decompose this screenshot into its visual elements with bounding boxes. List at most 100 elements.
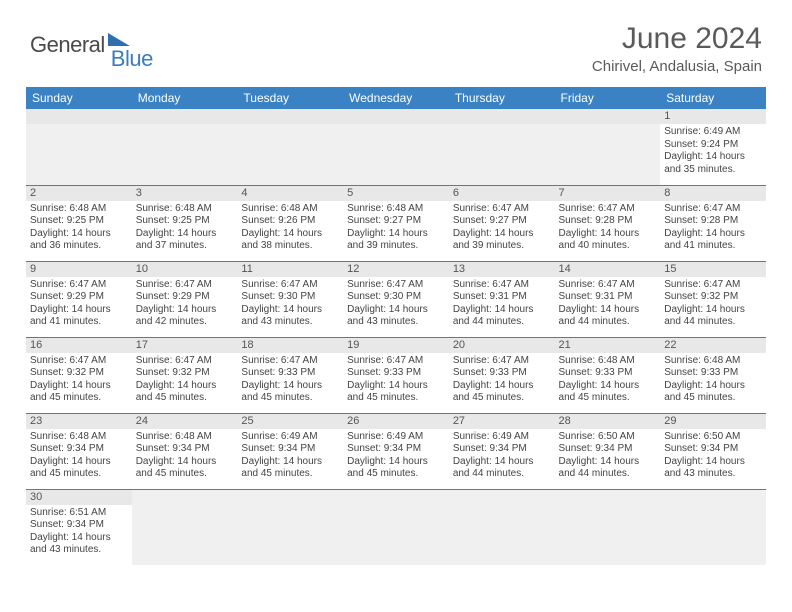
day-details: Sunrise: 6:48 AMSunset: 9:34 PMDaylight:… bbox=[26, 429, 132, 483]
day-details: Sunrise: 6:47 AMSunset: 9:30 PMDaylight:… bbox=[343, 277, 449, 331]
empty-cell bbox=[555, 489, 661, 565]
day-details: Sunrise: 6:49 AMSunset: 9:34 PMDaylight:… bbox=[237, 429, 343, 483]
calendar-body: 1Sunrise: 6:49 AMSunset: 9:24 PMDaylight… bbox=[26, 109, 766, 565]
day-cell-24: 24Sunrise: 6:48 AMSunset: 9:34 PMDayligh… bbox=[132, 413, 238, 489]
day-details: Sunrise: 6:48 AMSunset: 9:27 PMDaylight:… bbox=[343, 201, 449, 255]
day-number: 3 bbox=[132, 186, 238, 201]
day-details: Sunrise: 6:48 AMSunset: 9:25 PMDaylight:… bbox=[132, 201, 238, 255]
day-cell-23: 23Sunrise: 6:48 AMSunset: 9:34 PMDayligh… bbox=[26, 413, 132, 489]
day-cell-3: 3Sunrise: 6:48 AMSunset: 9:25 PMDaylight… bbox=[132, 185, 238, 261]
day-cell-15: 15Sunrise: 6:47 AMSunset: 9:32 PMDayligh… bbox=[660, 261, 766, 337]
day-number: 23 bbox=[26, 414, 132, 429]
day-details: Sunrise: 6:47 AMSunset: 9:31 PMDaylight:… bbox=[555, 277, 661, 331]
day-details: Sunrise: 6:47 AMSunset: 9:32 PMDaylight:… bbox=[26, 353, 132, 407]
day-number: 5 bbox=[343, 186, 449, 201]
title-block: June 2024 Chirivel, Andalusia, Spain bbox=[592, 22, 762, 75]
day-cell-13: 13Sunrise: 6:47 AMSunset: 9:31 PMDayligh… bbox=[449, 261, 555, 337]
day-number: 7 bbox=[555, 186, 661, 201]
day-number: 26 bbox=[343, 414, 449, 429]
day-details: Sunrise: 6:48 AMSunset: 9:34 PMDaylight:… bbox=[132, 429, 238, 483]
day-header-sunday: Sunday bbox=[26, 87, 132, 109]
day-cell-2: 2Sunrise: 6:48 AMSunset: 9:25 PMDaylight… bbox=[26, 185, 132, 261]
day-cell-4: 4Sunrise: 6:48 AMSunset: 9:26 PMDaylight… bbox=[237, 185, 343, 261]
day-number: 17 bbox=[132, 338, 238, 353]
empty-cell bbox=[237, 489, 343, 565]
calendar-header-row: SundayMondayTuesdayWednesdayThursdayFrid… bbox=[26, 87, 766, 109]
month-title: June 2024 bbox=[592, 22, 762, 56]
day-cell-28: 28Sunrise: 6:50 AMSunset: 9:34 PMDayligh… bbox=[555, 413, 661, 489]
day-cell-29: 29Sunrise: 6:50 AMSunset: 9:34 PMDayligh… bbox=[660, 413, 766, 489]
day-number: 11 bbox=[237, 262, 343, 277]
calendar-row: 23Sunrise: 6:48 AMSunset: 9:34 PMDayligh… bbox=[26, 413, 766, 489]
location-text: Chirivel, Andalusia, Spain bbox=[592, 58, 762, 75]
day-details: Sunrise: 6:49 AMSunset: 9:34 PMDaylight:… bbox=[449, 429, 555, 483]
empty-cell bbox=[132, 489, 238, 565]
logo: General Blue bbox=[30, 32, 153, 72]
day-cell-26: 26Sunrise: 6:49 AMSunset: 9:34 PMDayligh… bbox=[343, 413, 449, 489]
day-details: Sunrise: 6:47 AMSunset: 9:33 PMDaylight:… bbox=[237, 353, 343, 407]
day-cell-18: 18Sunrise: 6:47 AMSunset: 9:33 PMDayligh… bbox=[237, 337, 343, 413]
daynum-bar-empty bbox=[26, 109, 132, 124]
calendar-row: 16Sunrise: 6:47 AMSunset: 9:32 PMDayligh… bbox=[26, 337, 766, 413]
empty-cell bbox=[660, 489, 766, 565]
day-details: Sunrise: 6:48 AMSunset: 9:26 PMDaylight:… bbox=[237, 201, 343, 255]
empty-cell bbox=[449, 489, 555, 565]
daynum-bar-empty bbox=[555, 109, 661, 124]
day-details: Sunrise: 6:47 AMSunset: 9:32 PMDaylight:… bbox=[660, 277, 766, 331]
day-details: Sunrise: 6:47 AMSunset: 9:32 PMDaylight:… bbox=[132, 353, 238, 407]
daynum-bar-empty bbox=[449, 109, 555, 124]
day-cell-27: 27Sunrise: 6:49 AMSunset: 9:34 PMDayligh… bbox=[449, 413, 555, 489]
day-details: Sunrise: 6:47 AMSunset: 9:28 PMDaylight:… bbox=[555, 201, 661, 255]
day-number: 30 bbox=[26, 490, 132, 505]
day-number: 9 bbox=[26, 262, 132, 277]
calendar-row: 9Sunrise: 6:47 AMSunset: 9:29 PMDaylight… bbox=[26, 261, 766, 337]
day-number: 21 bbox=[555, 338, 661, 353]
day-number: 27 bbox=[449, 414, 555, 429]
day-header-thursday: Thursday bbox=[449, 87, 555, 109]
day-details: Sunrise: 6:49 AMSunset: 9:34 PMDaylight:… bbox=[343, 429, 449, 483]
day-number: 1 bbox=[660, 109, 766, 124]
day-details: Sunrise: 6:48 AMSunset: 9:33 PMDaylight:… bbox=[660, 353, 766, 407]
calendar-row: 1Sunrise: 6:49 AMSunset: 9:24 PMDaylight… bbox=[26, 109, 766, 185]
day-header-friday: Friday bbox=[555, 87, 661, 109]
day-details: Sunrise: 6:47 AMSunset: 9:29 PMDaylight:… bbox=[132, 277, 238, 331]
day-number: 28 bbox=[555, 414, 661, 429]
day-cell-25: 25Sunrise: 6:49 AMSunset: 9:34 PMDayligh… bbox=[237, 413, 343, 489]
day-details: Sunrise: 6:47 AMSunset: 9:31 PMDaylight:… bbox=[449, 277, 555, 331]
day-cell-22: 22Sunrise: 6:48 AMSunset: 9:33 PMDayligh… bbox=[660, 337, 766, 413]
day-cell-11: 11Sunrise: 6:47 AMSunset: 9:30 PMDayligh… bbox=[237, 261, 343, 337]
day-cell-10: 10Sunrise: 6:47 AMSunset: 9:29 PMDayligh… bbox=[132, 261, 238, 337]
day-header-monday: Monday bbox=[132, 87, 238, 109]
day-number: 29 bbox=[660, 414, 766, 429]
calendar-row: 30Sunrise: 6:51 AMSunset: 9:34 PMDayligh… bbox=[26, 489, 766, 565]
day-header-wednesday: Wednesday bbox=[343, 87, 449, 109]
empty-cell bbox=[449, 109, 555, 185]
day-details: Sunrise: 6:47 AMSunset: 9:33 PMDaylight:… bbox=[343, 353, 449, 407]
day-number: 24 bbox=[132, 414, 238, 429]
day-number: 16 bbox=[26, 338, 132, 353]
empty-cell bbox=[343, 489, 449, 565]
day-cell-16: 16Sunrise: 6:47 AMSunset: 9:32 PMDayligh… bbox=[26, 337, 132, 413]
day-details: Sunrise: 6:51 AMSunset: 9:34 PMDaylight:… bbox=[26, 505, 132, 559]
day-cell-30: 30Sunrise: 6:51 AMSunset: 9:34 PMDayligh… bbox=[26, 489, 132, 565]
day-number: 10 bbox=[132, 262, 238, 277]
daynum-bar-empty bbox=[237, 109, 343, 124]
empty-cell bbox=[237, 109, 343, 185]
logo-text-general: General bbox=[30, 32, 105, 58]
day-cell-21: 21Sunrise: 6:48 AMSunset: 9:33 PMDayligh… bbox=[555, 337, 661, 413]
day-cell-6: 6Sunrise: 6:47 AMSunset: 9:27 PMDaylight… bbox=[449, 185, 555, 261]
day-cell-12: 12Sunrise: 6:47 AMSunset: 9:30 PMDayligh… bbox=[343, 261, 449, 337]
day-cell-20: 20Sunrise: 6:47 AMSunset: 9:33 PMDayligh… bbox=[449, 337, 555, 413]
daynum-bar-empty bbox=[132, 109, 238, 124]
day-cell-17: 17Sunrise: 6:47 AMSunset: 9:32 PMDayligh… bbox=[132, 337, 238, 413]
day-number: 2 bbox=[26, 186, 132, 201]
day-details: Sunrise: 6:50 AMSunset: 9:34 PMDaylight:… bbox=[555, 429, 661, 483]
day-cell-14: 14Sunrise: 6:47 AMSunset: 9:31 PMDayligh… bbox=[555, 261, 661, 337]
day-details: Sunrise: 6:47 AMSunset: 9:28 PMDaylight:… bbox=[660, 201, 766, 255]
day-number: 20 bbox=[449, 338, 555, 353]
day-header-saturday: Saturday bbox=[660, 87, 766, 109]
day-number: 8 bbox=[660, 186, 766, 201]
day-details: Sunrise: 6:49 AMSunset: 9:24 PMDaylight:… bbox=[660, 124, 766, 178]
day-number: 25 bbox=[237, 414, 343, 429]
day-details: Sunrise: 6:48 AMSunset: 9:33 PMDaylight:… bbox=[555, 353, 661, 407]
